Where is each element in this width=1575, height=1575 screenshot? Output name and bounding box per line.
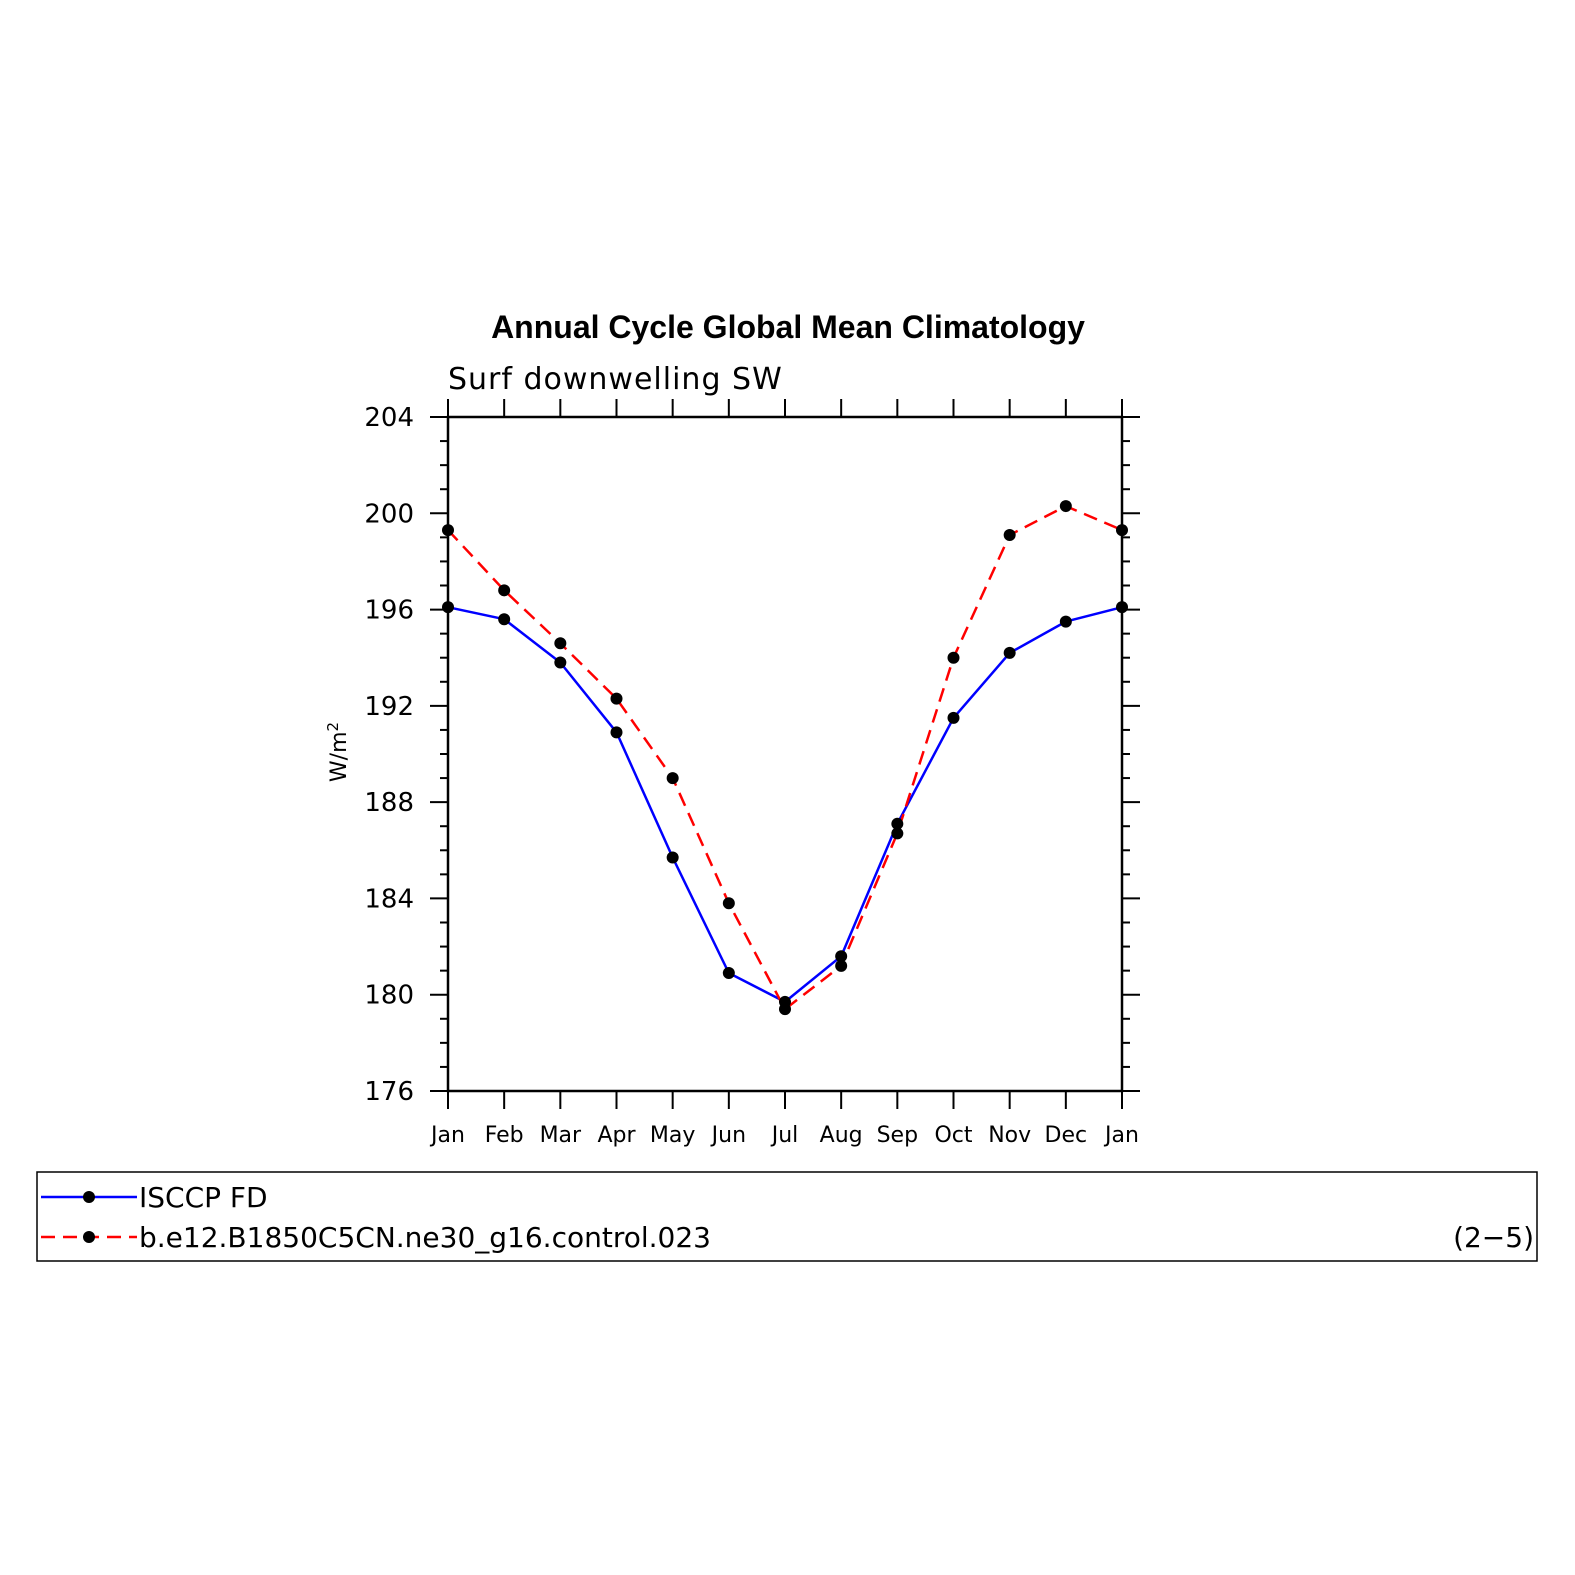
y-tick-label: 192 bbox=[364, 692, 414, 722]
y-tick-label: 204 bbox=[364, 403, 414, 433]
series-2-point bbox=[891, 827, 904, 840]
x-tick-label: Mar bbox=[540, 1123, 582, 1148]
x-tick-label: Feb bbox=[485, 1123, 524, 1148]
series-1-point bbox=[722, 967, 735, 980]
series-2-point bbox=[498, 584, 511, 597]
series-1-point bbox=[1059, 615, 1072, 628]
series-1-point bbox=[554, 656, 567, 669]
series-1-point bbox=[1116, 601, 1128, 614]
x-tick-label: Jun bbox=[710, 1123, 746, 1148]
y-axis-label-superscript: 2 bbox=[324, 722, 342, 732]
series-line-1 bbox=[447, 605, 1123, 1004]
x-tick-label: Apr bbox=[597, 1123, 636, 1148]
series-1-point bbox=[442, 601, 454, 614]
series-2-point bbox=[779, 1003, 791, 1016]
x-tick-label: Sep bbox=[877, 1123, 918, 1148]
x-tick-label: Aug bbox=[820, 1123, 863, 1148]
legend-marker-2 bbox=[83, 1231, 95, 1243]
x-tick-label: May bbox=[650, 1123, 695, 1148]
series-1-point bbox=[891, 817, 904, 830]
series-1-point bbox=[1003, 646, 1016, 659]
plot-series bbox=[442, 500, 1128, 1016]
x-tick-label: Jul bbox=[770, 1123, 799, 1148]
series-2-point bbox=[554, 637, 567, 650]
x-tick-label: Jan bbox=[429, 1123, 465, 1148]
x-tick-label: Dec bbox=[1045, 1123, 1088, 1148]
series-2-point bbox=[835, 959, 848, 972]
plot-frame bbox=[446, 415, 1124, 1093]
series-2-point bbox=[1059, 500, 1072, 513]
panel-label: (2−5) bbox=[1453, 1221, 1534, 1254]
y-tick-label: 184 bbox=[364, 884, 414, 914]
chart-subtitle: Surf downwelling SW bbox=[448, 362, 783, 397]
x-tick-label: Nov bbox=[988, 1123, 1031, 1148]
legend-box bbox=[36, 1171, 1538, 1262]
series-2-point bbox=[666, 772, 679, 785]
series-line-2 bbox=[447, 504, 1123, 1011]
series-1-point bbox=[610, 726, 623, 739]
y-tick-label: 188 bbox=[364, 788, 414, 818]
series-2-point bbox=[1116, 524, 1128, 537]
y-tick-label: 200 bbox=[364, 499, 414, 529]
series-1-point bbox=[947, 711, 960, 724]
x-tick-label: Jan bbox=[1103, 1123, 1139, 1148]
legend: ISCCP FD b.e12.B1850C5CN.ne30_g16.contro… bbox=[36, 1171, 1538, 1262]
y-tick-label: 180 bbox=[364, 981, 414, 1011]
tick-labels: 176 180 184 188 192 196 200 204 Jan Feb Mar Apr May J… bbox=[364, 403, 1139, 1148]
series-2-point bbox=[947, 651, 960, 664]
series-2-point bbox=[442, 524, 454, 537]
series-2-point bbox=[722, 897, 735, 910]
legend-marker-1 bbox=[83, 1191, 95, 1203]
chart-title: Annual Cycle Global Mean Climatology bbox=[491, 309, 1085, 345]
y-axis-label: W/m2 bbox=[324, 722, 352, 782]
legend-label-2: b.e12.B1850C5CN.ne30_g16.control.023 bbox=[139, 1221, 711, 1254]
legend-label-1: ISCCP FD bbox=[139, 1181, 268, 1214]
series-1-point bbox=[498, 613, 511, 626]
y-tick-label: 196 bbox=[364, 596, 414, 626]
axes bbox=[430, 399, 1140, 1109]
series-2-point bbox=[1003, 528, 1016, 541]
series-1-point bbox=[835, 950, 848, 963]
series-2-point bbox=[610, 692, 623, 705]
x-tick-label: Oct bbox=[934, 1123, 972, 1148]
series-1-point bbox=[666, 851, 679, 864]
y-tick-label: 176 bbox=[364, 1077, 414, 1107]
